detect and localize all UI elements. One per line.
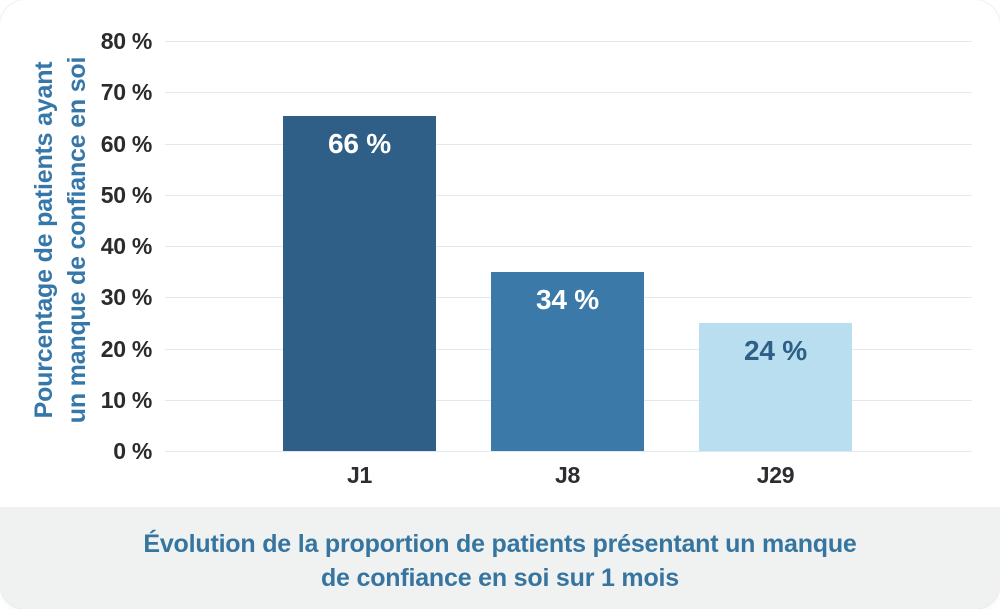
x-tick-label-J29: J29 bbox=[756, 462, 795, 488]
y-tick-label-40: 40 % bbox=[100, 233, 153, 259]
chart-caption: Évolution de la proportion de patients p… bbox=[0, 507, 1000, 595]
gridline-80 bbox=[165, 41, 972, 42]
plot-area: Pourcentage de patients ayant un manque … bbox=[30, 28, 972, 488]
gridline-40 bbox=[165, 246, 972, 247]
y-tick-label-80: 80 % bbox=[100, 28, 153, 54]
gridline-50 bbox=[165, 194, 972, 196]
bar-value-label-J1: 66 % bbox=[327, 127, 392, 159]
gridline-0 bbox=[165, 451, 972, 452]
y-tick-label-10: 10 % bbox=[100, 386, 153, 413]
y-tick-label-50: 50 % bbox=[100, 181, 153, 208]
caption-band: Évolution de la proportion de patients p… bbox=[0, 507, 1000, 609]
bar-value-label-J8: 34 % bbox=[535, 284, 600, 316]
y-tick-label-60: 60 % bbox=[100, 130, 153, 157]
gridline-60 bbox=[165, 143, 972, 145]
y-tick-label-0: 0 % bbox=[113, 438, 152, 464]
x-tick-label-J1: J1 bbox=[347, 462, 372, 488]
gridline-70 bbox=[165, 92, 972, 94]
bar-value-label-J29: 24 % bbox=[743, 334, 808, 366]
chart-caption-line2: de confiance en soi sur 1 mois bbox=[320, 564, 679, 592]
y-tick-label-70: 70 % bbox=[100, 79, 153, 106]
chart-caption-line1: Évolution de la proportion de patients p… bbox=[143, 530, 857, 558]
y-tick-label-30: 30 % bbox=[100, 284, 153, 311]
bar-J29: 24 % bbox=[699, 322, 852, 451]
y-tick-label-20: 20 % bbox=[100, 335, 153, 362]
bar-J8: 34 % bbox=[491, 272, 644, 451]
bar-J1: 66 % bbox=[283, 115, 436, 451]
x-tick-label-J8: J8 bbox=[555, 462, 580, 488]
